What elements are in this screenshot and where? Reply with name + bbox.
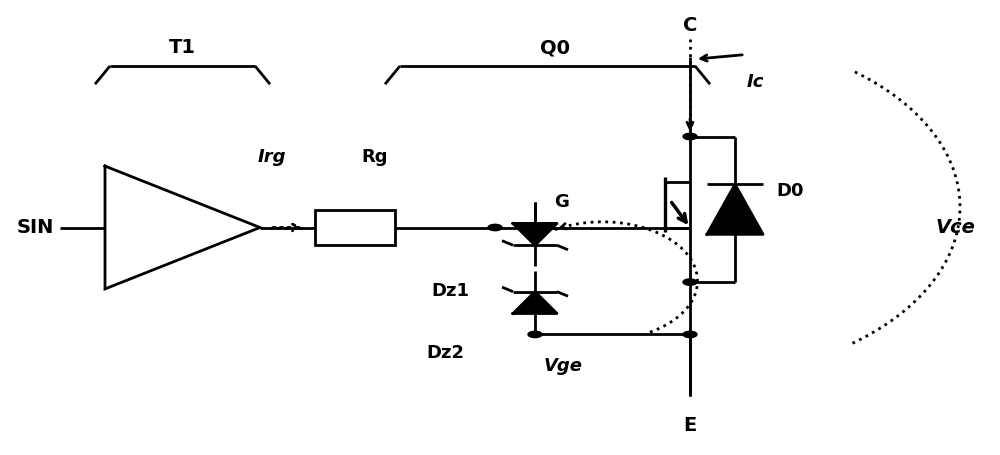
- Polygon shape: [707, 184, 763, 234]
- Polygon shape: [513, 223, 557, 245]
- Text: Irg: Irg: [258, 148, 286, 166]
- Circle shape: [528, 331, 542, 338]
- Text: SIN: SIN: [16, 218, 54, 237]
- Polygon shape: [513, 292, 557, 313]
- Bar: [315, 210, 395, 245]
- Text: Ic: Ic: [746, 73, 764, 91]
- Text: Dz2: Dz2: [426, 344, 464, 362]
- Circle shape: [528, 224, 542, 231]
- Text: D0: D0: [776, 182, 804, 200]
- Text: T1: T1: [169, 38, 196, 57]
- Text: E: E: [683, 416, 697, 435]
- Text: G: G: [555, 193, 569, 212]
- Circle shape: [683, 331, 697, 338]
- Text: Q0: Q0: [540, 38, 570, 57]
- Text: Vge: Vge: [544, 357, 582, 375]
- Text: C: C: [683, 15, 697, 35]
- Circle shape: [683, 133, 697, 140]
- Circle shape: [488, 224, 502, 231]
- Circle shape: [683, 279, 697, 285]
- Text: Rg: Rg: [362, 148, 388, 166]
- Text: Dz1: Dz1: [431, 282, 469, 300]
- Text: Vce: Vce: [935, 218, 975, 237]
